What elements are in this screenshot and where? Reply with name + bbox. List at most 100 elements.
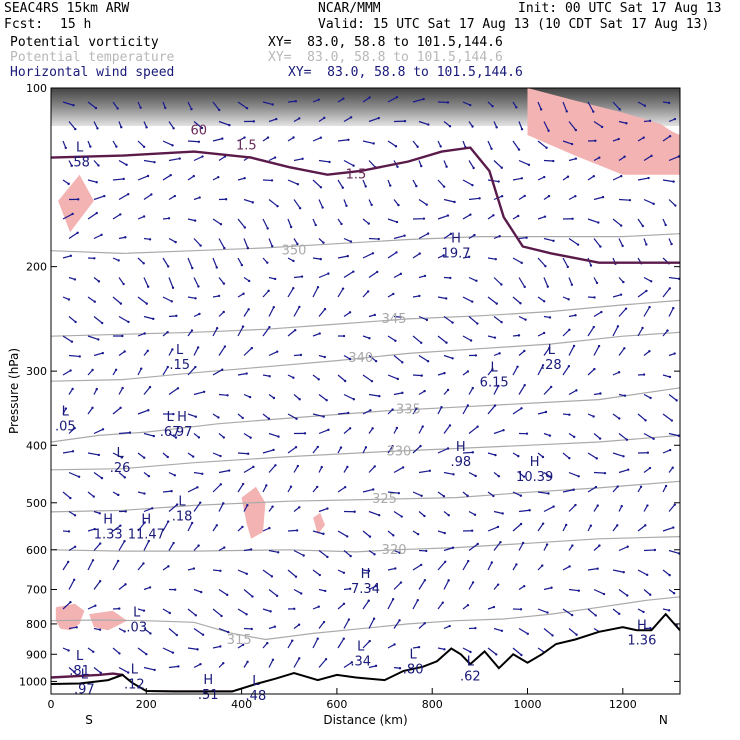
wind-vector xyxy=(112,213,121,220)
wind-vector-head xyxy=(520,261,523,265)
wind-vector-head xyxy=(570,613,574,617)
wind-vector-head xyxy=(439,145,442,148)
wind-vector-head xyxy=(322,532,325,536)
wind-vector-head xyxy=(373,313,377,317)
wind-vector xyxy=(462,296,473,303)
wind-vector xyxy=(568,345,575,356)
wind-vector-head xyxy=(194,614,198,617)
wind-vector-head xyxy=(594,485,598,489)
x-tick-label: 600 xyxy=(326,698,347,711)
wind-vector xyxy=(212,645,221,649)
wind-vector xyxy=(318,308,326,317)
wind-vector-head xyxy=(601,195,605,199)
wind-vector xyxy=(262,290,270,298)
wind-vector xyxy=(243,432,251,439)
wind-vector xyxy=(593,471,605,474)
wind-vector xyxy=(312,446,319,454)
wind-vector xyxy=(237,326,244,337)
wind-vector xyxy=(418,470,430,474)
wind-vector-head xyxy=(317,605,320,608)
wind-vector xyxy=(462,179,473,186)
wind-vector xyxy=(212,452,221,457)
wind-vector-head xyxy=(364,185,367,188)
wind-vector xyxy=(668,276,680,280)
wind-vector xyxy=(137,452,145,459)
wind-vector xyxy=(118,432,131,435)
header-init: Init: 00 UTC Sat 17 Aug 13 xyxy=(518,1,722,16)
wind-vector xyxy=(62,213,73,220)
wind-vector xyxy=(587,218,599,224)
wind-vector-head xyxy=(476,425,479,428)
wind-vector xyxy=(243,589,253,597)
wind-vector-head xyxy=(469,213,472,216)
wind-vector-head xyxy=(172,541,175,545)
header-fcst-label: Fcst: xyxy=(4,17,44,32)
wind-vector-head xyxy=(298,305,301,309)
wind-vector xyxy=(668,504,676,512)
wind-vector xyxy=(637,327,644,337)
wind-vector-head xyxy=(469,650,472,654)
wind-vector xyxy=(287,529,298,532)
isentrope-line xyxy=(51,596,680,641)
wind-vector-head xyxy=(76,231,79,234)
wind-vector-head xyxy=(178,157,181,160)
wind-vector-head xyxy=(564,523,568,527)
wind-vector-head xyxy=(251,595,254,598)
wind-vector xyxy=(62,255,72,259)
wind-vector xyxy=(593,345,600,356)
wind-vector-head xyxy=(544,410,548,414)
extremum-value-label: .80 xyxy=(403,663,424,678)
wind-vector xyxy=(543,237,554,242)
wind-vector xyxy=(537,365,544,376)
wind-vector-head xyxy=(352,164,355,167)
wind-vector-head xyxy=(571,544,574,547)
wind-vector-head xyxy=(670,242,673,246)
wind-vector-head xyxy=(653,548,657,552)
wind-vector xyxy=(612,326,619,337)
wind-vector-head xyxy=(566,265,570,269)
wind-vector-head xyxy=(91,559,95,562)
wind-vector-head xyxy=(524,318,527,321)
wind-vector-head xyxy=(453,200,456,204)
wind-vector-head xyxy=(146,174,150,178)
wind-vector-head xyxy=(270,179,274,182)
wind-vector xyxy=(518,159,530,166)
wind-vector-head xyxy=(549,385,553,389)
wind-vector xyxy=(437,491,445,497)
wind-vector xyxy=(418,315,428,321)
wind-vector-head xyxy=(500,320,503,324)
wind-vector xyxy=(143,315,154,320)
wind-vector-head xyxy=(422,217,426,220)
wind-vector-head xyxy=(493,336,497,339)
wind-vector xyxy=(343,311,351,317)
wind-vector xyxy=(612,569,624,573)
wind-vector xyxy=(418,354,429,362)
wind-vector xyxy=(268,589,278,597)
wind-vector xyxy=(393,273,402,279)
wind-vector-head xyxy=(142,562,145,565)
wind-vector-head xyxy=(570,142,574,146)
wind-vector-head xyxy=(348,357,352,361)
wind-vector xyxy=(362,218,370,225)
wind-vector-head xyxy=(497,384,500,388)
wind-vector-head xyxy=(275,350,279,353)
wind-vector-head xyxy=(539,108,543,111)
wind-vector xyxy=(343,116,352,123)
wind-vector xyxy=(612,101,621,110)
wind-vector-head xyxy=(147,539,151,543)
wind-vector-head xyxy=(268,374,271,378)
wind-vector-head xyxy=(677,552,680,555)
wind-vector-head xyxy=(266,641,269,645)
wind-vector xyxy=(187,140,199,143)
wind-vector xyxy=(487,140,493,150)
wind-vector xyxy=(643,276,652,282)
wind-vector-head xyxy=(97,453,101,457)
wind-vector xyxy=(68,579,75,590)
wind-vector xyxy=(468,426,478,434)
wind-vector xyxy=(362,374,373,382)
wind-vector xyxy=(562,257,569,268)
wind-vector-head xyxy=(552,239,555,243)
wind-vector-head xyxy=(142,262,145,265)
extremum-type-label: L xyxy=(167,410,175,425)
